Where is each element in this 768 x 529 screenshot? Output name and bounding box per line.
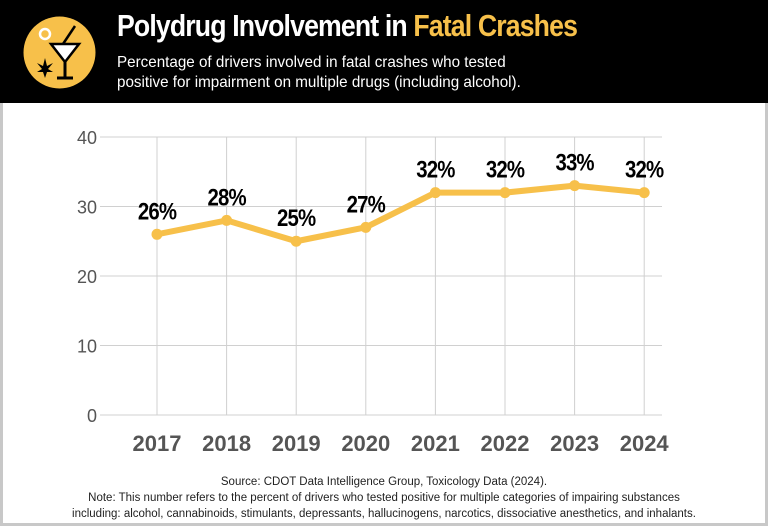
chart-panel: [0, 103, 768, 526]
series-line: [154, 182, 648, 245]
chart-subtitle: Percentage of drivers involved in fatal …: [117, 53, 521, 93]
note-line-2: including: alcohol, cannabinoids, stimul…: [72, 508, 696, 520]
header-banner: Polydrug Involvement in Fatal Crashes Pe…: [0, 0, 768, 103]
data-label: 25%: [277, 205, 316, 232]
data-point: [429, 187, 441, 199]
data-point: [569, 180, 581, 192]
line-chart: 0 10 20 30 40 26% 28% 25% 27% 32% 32% 33% 32% 2017 201…: [77, 128, 670, 456]
x-tick-label: 2019: [272, 431, 321, 456]
data-label: 26%: [138, 198, 177, 225]
martini-cannabis-icon: [23, 16, 96, 89]
data-point: [221, 214, 233, 226]
y-tick-label: 30: [77, 198, 97, 218]
y-tick-label: 0: [87, 406, 97, 426]
subtitle-line-2: positive for impairment on multiple drug…: [117, 74, 521, 91]
x-tick-label: 2024: [620, 431, 670, 456]
title-main: Polydrug Involvement in: [117, 8, 414, 43]
y-tick-label: 40: [77, 128, 97, 148]
subtitle-line-1: Percentage of drivers involved in fatal …: [117, 54, 506, 71]
title-highlight: Fatal Crashes: [413, 8, 578, 43]
data-point: [360, 221, 372, 233]
data-label: 28%: [207, 184, 246, 211]
y-tick-label: 10: [77, 337, 97, 357]
chart-title: Polydrug Involvement in Fatal Crashes: [117, 8, 578, 44]
data-point: [638, 187, 650, 199]
data-label: 27%: [347, 191, 386, 218]
y-tick-label: 20: [77, 267, 97, 287]
data-point: [290, 235, 302, 247]
x-tick-label: 2018: [202, 431, 251, 456]
x-tick-label: 2017: [133, 431, 182, 456]
note-line-1: Note: This number refers to the percent …: [88, 492, 680, 504]
x-tick-label: 2023: [550, 431, 599, 456]
data-point: [499, 187, 511, 199]
data-label: 32%: [416, 156, 455, 183]
data-label: 32%: [486, 156, 525, 183]
source-text: Source: CDOT Data Intelligence Group, To…: [220, 476, 548, 488]
data-label: 32%: [625, 156, 664, 183]
x-tick-label: 2022: [481, 431, 530, 456]
footer-notes: Source: CDOT Data Intelligence Group, To…: [0, 474, 768, 522]
x-tick-label: 2020: [341, 431, 390, 456]
data-point: [151, 228, 163, 240]
x-tick-label: 2021: [411, 431, 460, 456]
data-label: 33%: [555, 149, 594, 176]
